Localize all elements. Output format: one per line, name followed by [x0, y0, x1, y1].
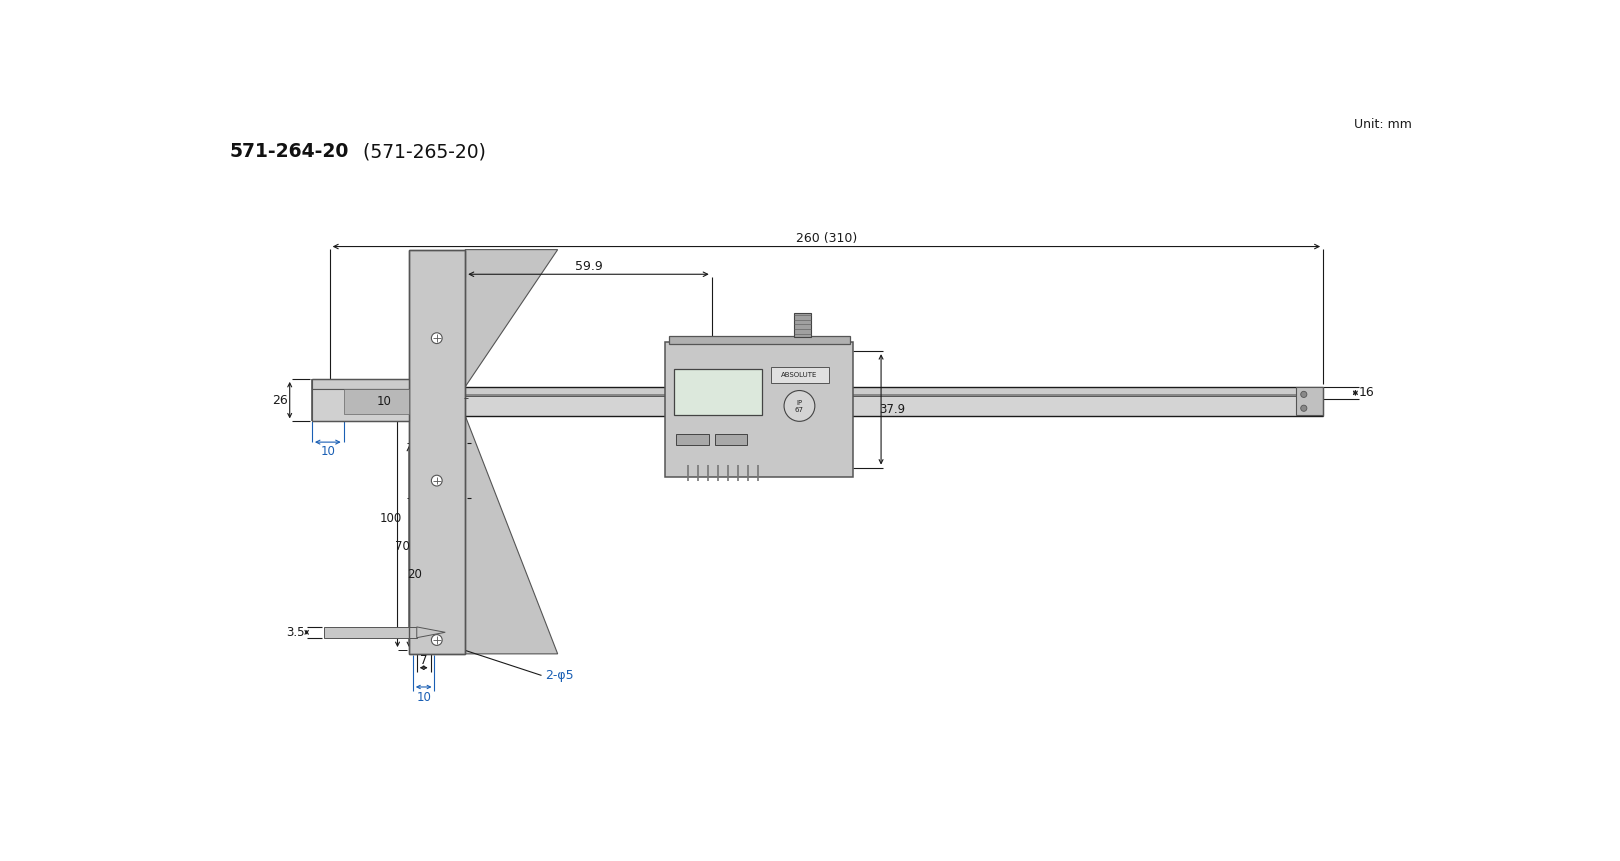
- Text: 100: 100: [379, 511, 402, 525]
- Text: 260 (310): 260 (310): [795, 232, 857, 245]
- Text: 37.9: 37.9: [880, 403, 906, 416]
- Circle shape: [431, 475, 442, 486]
- Bar: [669, 336, 849, 344]
- Text: 3.5: 3.5: [287, 626, 305, 639]
- Text: 7: 7: [420, 653, 428, 666]
- Text: (571-265-20): (571-265-20): [358, 142, 486, 161]
- Bar: [313, 379, 410, 389]
- Text: 10: 10: [376, 395, 390, 408]
- Text: 70: 70: [395, 540, 410, 553]
- Polygon shape: [465, 250, 557, 387]
- Bar: [674, 369, 763, 415]
- Text: 67: 67: [795, 406, 804, 412]
- Bar: [1296, 387, 1324, 415]
- Bar: [313, 389, 410, 421]
- Circle shape: [1301, 391, 1307, 398]
- Text: Unit: mm: Unit: mm: [1354, 118, 1411, 132]
- Bar: [794, 313, 812, 338]
- Circle shape: [431, 333, 442, 344]
- Circle shape: [784, 391, 815, 421]
- Bar: [664, 342, 854, 477]
- Bar: [330, 387, 1324, 393]
- Bar: [330, 393, 1324, 396]
- Polygon shape: [465, 416, 557, 653]
- Text: 2-φ5: 2-φ5: [546, 669, 573, 682]
- Bar: [676, 435, 708, 445]
- Text: IP: IP: [797, 400, 802, 406]
- Bar: [771, 368, 829, 383]
- Text: 26: 26: [272, 393, 288, 406]
- Bar: [343, 389, 410, 413]
- Circle shape: [431, 635, 442, 646]
- Bar: [410, 250, 465, 653]
- Text: 20: 20: [407, 567, 421, 580]
- Bar: [714, 435, 747, 445]
- Bar: [330, 396, 1324, 416]
- Text: 59.9: 59.9: [575, 260, 603, 273]
- Text: 10: 10: [416, 691, 431, 704]
- Polygon shape: [416, 627, 446, 638]
- Text: 571-264-20: 571-264-20: [230, 142, 348, 161]
- Text: 16: 16: [1358, 387, 1374, 400]
- Bar: [324, 627, 416, 638]
- Text: ABSOLUTE: ABSOLUTE: [781, 372, 818, 378]
- Text: 10: 10: [321, 445, 335, 458]
- Circle shape: [1301, 406, 1307, 412]
